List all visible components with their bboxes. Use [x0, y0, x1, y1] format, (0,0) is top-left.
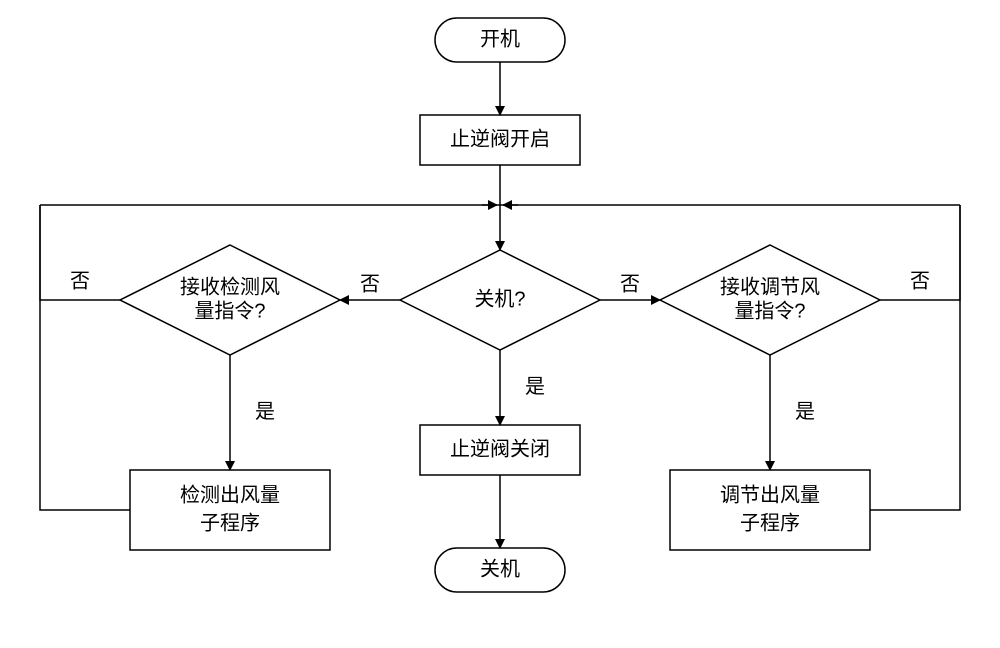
node-label: 子程序 — [740, 511, 800, 534]
edge-label: 是 — [255, 401, 275, 423]
edge-label: 否 — [620, 273, 640, 295]
edge-label: 否 — [70, 270, 90, 292]
process-node — [130, 470, 330, 550]
node-label: 检测出风量 — [180, 483, 280, 506]
edge-label: 是 — [795, 401, 815, 423]
node-label: 调节出风量 — [720, 483, 820, 506]
edge-label: 是 — [525, 376, 545, 398]
edge-label: 否 — [360, 273, 380, 295]
node-label: 接收调节风 — [720, 275, 820, 298]
node-label: 量指令? — [734, 299, 805, 322]
node-label: 止逆阀关闭 — [450, 437, 550, 460]
flow-edge — [40, 205, 130, 510]
node-label: 关机 — [480, 557, 520, 580]
node-label: 止逆阀开启 — [450, 127, 550, 150]
node-label: 量指令? — [194, 299, 265, 322]
edge-label: 否 — [910, 270, 930, 292]
process-node — [670, 470, 870, 550]
node-label: 接收检测风 — [180, 275, 280, 298]
node-label: 关机? — [474, 287, 525, 310]
node-label: 子程序 — [200, 511, 260, 534]
node-label: 开机 — [480, 27, 520, 50]
flow-edge — [870, 205, 960, 510]
